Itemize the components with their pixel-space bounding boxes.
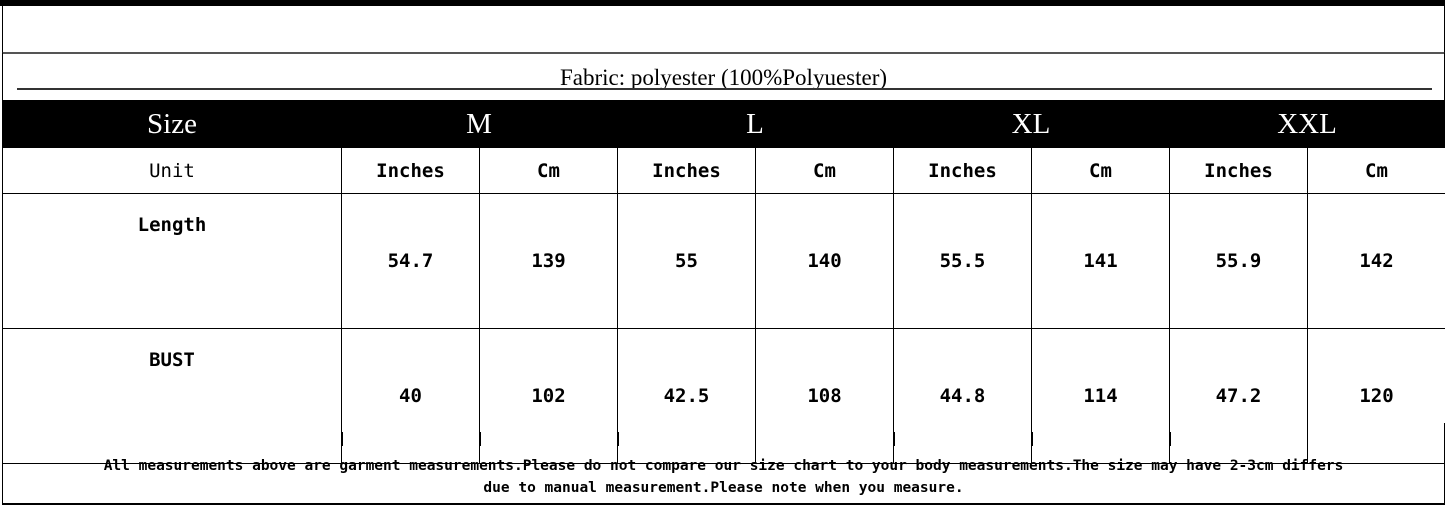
cell: 141: [1031, 193, 1170, 329]
size-m: M: [466, 108, 492, 140]
fabric-text: Fabric: polyester (100%Polyuester): [559, 65, 888, 90]
cell: 140: [755, 193, 894, 329]
size-header: Size M L XL XXL: [2, 100, 1445, 147]
cell: 139: [479, 193, 618, 329]
size-xl: XL: [1011, 108, 1051, 140]
cell: 108: [755, 328, 894, 464]
cell: 55: [617, 193, 756, 329]
size-xxl: XXL: [1277, 108, 1337, 140]
top-banner: [0, 0, 1445, 6]
notes-text: All measurements above are garment measu…: [3, 455, 1444, 499]
row-label: Length: [2, 193, 342, 329]
unit-inches: Inches: [893, 147, 1032, 194]
table-row: Length 54.7 139 55 140 55.5 141 55.9 142: [2, 193, 1445, 329]
tick-mark: [894, 432, 895, 446]
unit-cm: Cm: [1031, 147, 1170, 194]
tick-mark: [1170, 432, 1171, 446]
notes-line-2: due to manual measurement.Please note wh…: [483, 480, 964, 496]
unit-label: Unit: [2, 147, 342, 194]
table-row: BUST 40 102 42.5 108 44.8 114 47.2 120: [2, 328, 1445, 464]
cell: 114: [1031, 328, 1170, 464]
cell: 142: [1307, 193, 1445, 329]
size-label: Size: [147, 108, 197, 140]
unit-inches: Inches: [617, 147, 756, 194]
unit-inches: Inches: [341, 147, 480, 194]
row-label: BUST: [2, 328, 342, 464]
unit-cm: Cm: [479, 147, 618, 194]
cell: 47.2: [1169, 328, 1308, 464]
tick-mark: [1032, 432, 1033, 446]
cell: 120: [1307, 328, 1445, 464]
cell: 54.7: [341, 193, 480, 329]
size-table: Unit Inches Cm Inches Cm Inches Cm Inche…: [2, 147, 1445, 464]
tick-mark: [480, 432, 481, 446]
cell: 55.5: [893, 193, 1032, 329]
unit-inches: Inches: [1169, 147, 1308, 194]
cell: 44.8: [893, 328, 1032, 464]
unit-cm: Cm: [755, 147, 894, 194]
notes-line-1: All measurements above are garment measu…: [103, 458, 1344, 474]
unit-row: Unit Inches Cm Inches Cm Inches Cm Inche…: [2, 147, 1445, 194]
divider: [17, 88, 1432, 90]
cell: 55.9: [1169, 193, 1308, 329]
blank-row: [2, 6, 1445, 54]
notes-box: All measurements above are garment measu…: [2, 423, 1445, 505]
unit-cm: Cm: [1307, 147, 1445, 194]
tick-mark: [618, 432, 619, 446]
tick-mark: [342, 432, 343, 446]
size-l: L: [746, 108, 764, 140]
cell: 102: [479, 328, 618, 464]
cell: 42.5: [617, 328, 756, 464]
cell: 40: [341, 328, 480, 464]
fabric-row: Fabric: polyester (100%Polyuester): [2, 53, 1445, 100]
